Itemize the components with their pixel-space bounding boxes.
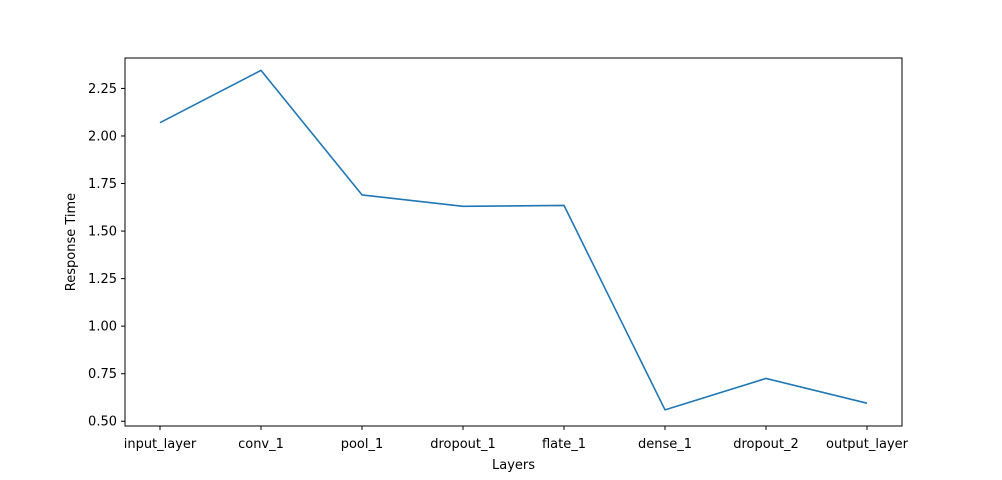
x-tick-label: output_layer (826, 437, 909, 452)
y-tick-label: 1.00 (88, 320, 117, 335)
x-tick-label: flate_1 (542, 437, 586, 452)
x-tick-label: dropout_2 (733, 437, 799, 452)
x-axis: input_layer conv_1 pool_1 dropout_1 flate_1 d… (124, 426, 909, 452)
y-tick-label: 1.25 (88, 272, 117, 287)
x-tick-label: pool_1 (341, 437, 384, 452)
y-tick-label: 0.50 (88, 415, 117, 430)
x-tick-label: dropout_1 (430, 437, 496, 452)
y-tick-label: 0.75 (88, 367, 117, 382)
series-line-0 (159, 69, 868, 411)
x-tick-label: input_layer (124, 437, 197, 452)
x-axis-title: Layers (492, 458, 535, 473)
series-layer (159, 69, 868, 411)
y-tick-label: 2.25 (88, 82, 117, 97)
x-tick-label: dense_1 (638, 437, 692, 452)
y-axis-title: Response Time (64, 193, 79, 291)
y-axis: 0.50 0.75 1.00 1.25 1.50 1.75 2.00 2.25 (88, 82, 125, 430)
plot-area (124, 57, 903, 427)
y-tick-label: 1.75 (88, 177, 117, 192)
y-tick-label: 2.00 (88, 129, 117, 144)
y-tick-label: 1.50 (88, 225, 117, 240)
plot-frame (124, 57, 903, 427)
x-tick-label: conv_1 (238, 437, 284, 452)
